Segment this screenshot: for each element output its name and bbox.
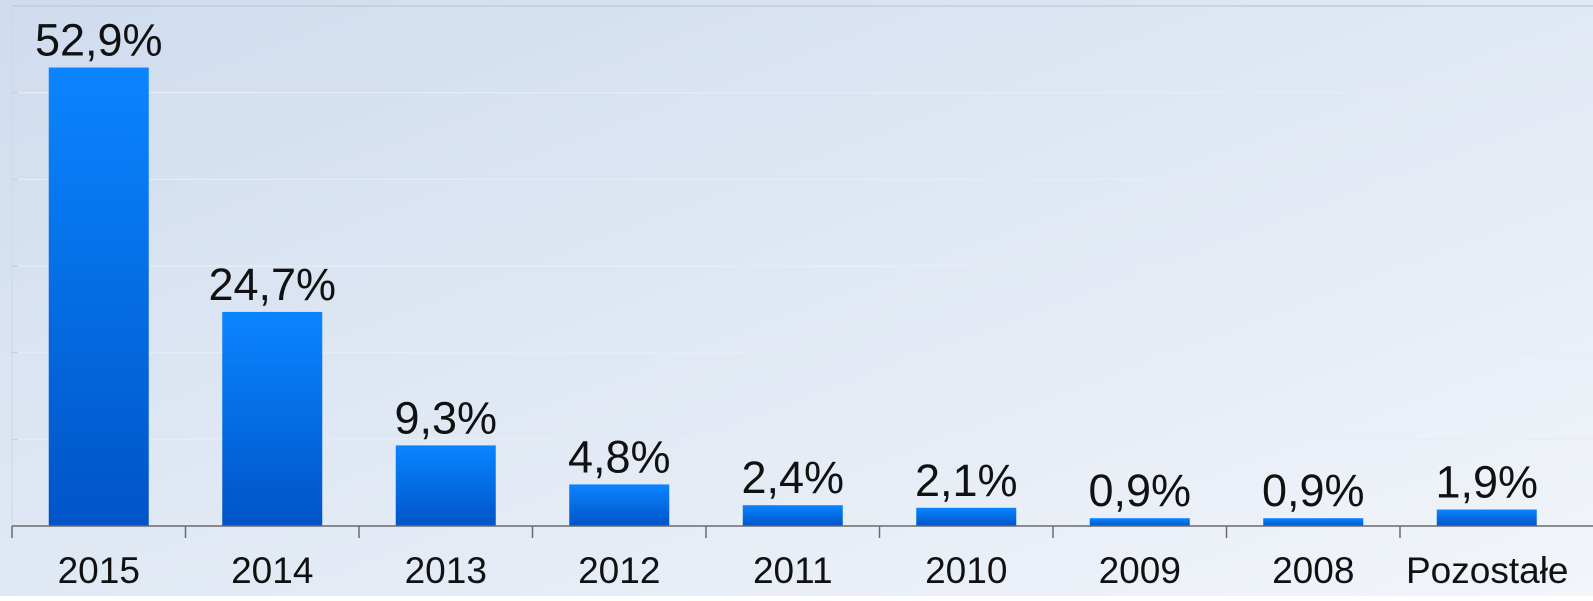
x-axis bbox=[11, 525, 1593, 538]
x-tick-label: 2008 bbox=[1272, 550, 1354, 591]
bar-2013 bbox=[395, 445, 496, 526]
x-tick-label: 2012 bbox=[578, 550, 660, 591]
x-tick-label: 2009 bbox=[1099, 550, 1181, 591]
data-label: 0,9% bbox=[1262, 465, 1365, 516]
x-tick-label: Pozostałe bbox=[1406, 550, 1569, 591]
bar-pozostałe bbox=[1436, 509, 1537, 526]
bar-2008 bbox=[1263, 518, 1364, 526]
data-label: 9,3% bbox=[394, 392, 497, 443]
data-label: 4,8% bbox=[568, 431, 671, 482]
bar-2009 bbox=[1089, 518, 1190, 526]
bar-2011 bbox=[742, 505, 843, 526]
data-label: 1,9% bbox=[1435, 457, 1538, 508]
x-tick-labels: 2015 2014 2013 2012 2011 2010 2009 2008 Pozostał… bbox=[58, 550, 1569, 591]
data-label: 52,9% bbox=[35, 15, 163, 66]
data-label: 0,9% bbox=[1088, 465, 1191, 516]
x-tick-label: 2015 bbox=[58, 550, 140, 591]
bars bbox=[48, 67, 1537, 527]
bar-2014 bbox=[222, 311, 323, 526]
data-labels: 52,9% 24,7% 9,3% 4,8% 2,4% 2,1% 0,9% 0,9% 1,9% bbox=[35, 15, 1538, 517]
data-label: 2,1% bbox=[915, 455, 1018, 506]
bar-2015 bbox=[48, 67, 149, 527]
x-tick-label: 2013 bbox=[405, 550, 487, 591]
data-label: 2,4% bbox=[741, 452, 844, 503]
bar-2012 bbox=[569, 484, 670, 526]
data-label: 24,7% bbox=[208, 259, 336, 310]
bar-2010 bbox=[916, 507, 1017, 526]
x-tick-label: 2014 bbox=[231, 550, 313, 591]
x-tick-label: 2010 bbox=[925, 550, 1007, 591]
x-tick-label: 2011 bbox=[753, 550, 833, 591]
